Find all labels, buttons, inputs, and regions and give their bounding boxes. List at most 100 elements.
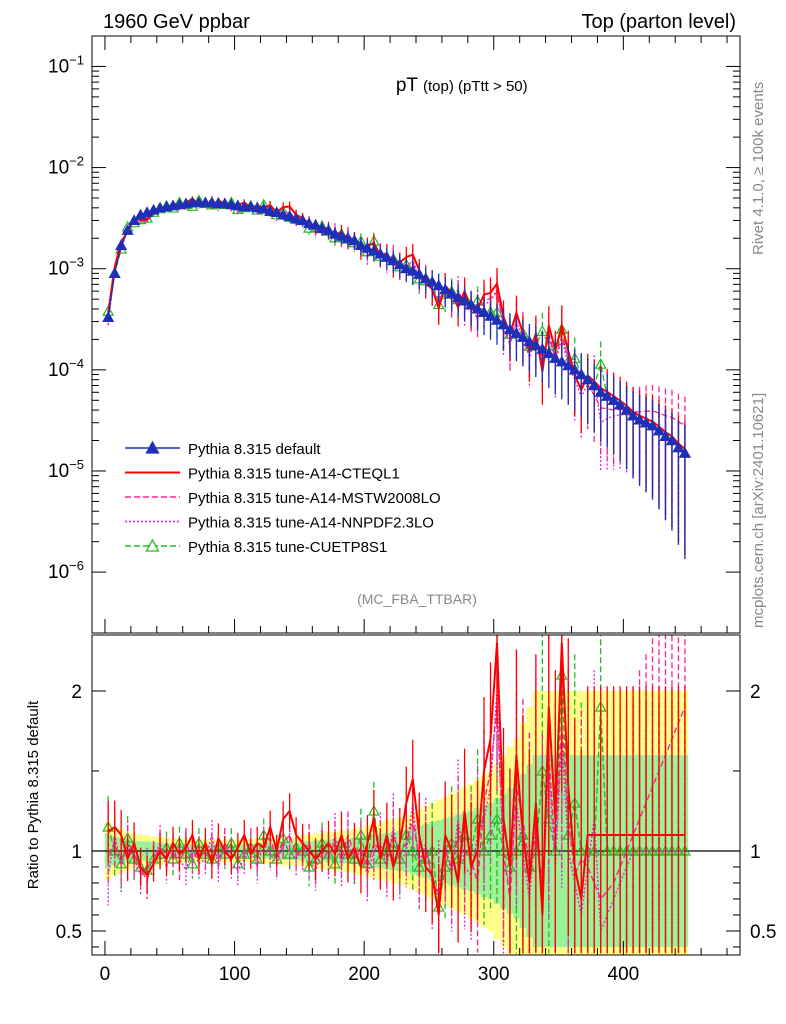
main-point-marker	[594, 386, 607, 397]
main-series-0	[102, 196, 691, 559]
ratio-y-tick-label-right: 0.5	[750, 922, 776, 943]
main-y-tick-label: 10−5	[48, 457, 84, 482]
main-y-tick-label: 10−1	[48, 52, 84, 77]
x-axis: 0 100 200 300 400	[100, 36, 728, 985]
main-point-marker	[380, 250, 393, 262]
main-point-marker	[115, 239, 128, 251]
main-point-marker	[503, 323, 516, 335]
legend: Pythia 8.315 default Pythia 8.315 tune-A1…	[125, 440, 441, 556]
main-point-marker	[471, 302, 484, 314]
main-point-marker	[465, 298, 478, 310]
ratio-point-marker	[303, 860, 316, 872]
ratio-y-axis-label: Ratio to Pythia 8.315 default	[25, 700, 42, 889]
mcplots-label: mcplots.cern.ch [arXiv:2401.10621]	[750, 393, 767, 628]
main-point-marker	[393, 258, 406, 270]
main-point-marker	[251, 201, 264, 213]
main-point-marker	[568, 363, 581, 375]
x-tick-label: 400	[608, 964, 640, 985]
main-point-marker	[257, 202, 270, 214]
main-point-marker	[406, 264, 419, 276]
legend-label: Pythia 8.315 tune-A14-MSTW2008LO	[188, 490, 441, 507]
main-point-marker	[529, 339, 542, 350]
x-tick-label: 0	[100, 964, 111, 985]
legend-label: Pythia 8.315 tune-A14-NNPDF2.3LO	[188, 515, 434, 532]
main-point-marker	[659, 430, 672, 441]
main-point-marker	[128, 214, 141, 226]
main-point-marker	[665, 434, 678, 446]
main-point-marker	[277, 208, 290, 220]
main-point-marker	[607, 394, 620, 405]
legend-marker	[145, 538, 160, 552]
legend-entry: Pythia 8.315 tune-A14-NNPDF2.3LO	[125, 515, 434, 532]
main-point-marker	[264, 205, 277, 216]
main-y-tick-label: 10−6	[48, 558, 84, 583]
main-point-marker	[270, 206, 283, 218]
main-point-marker	[510, 327, 523, 338]
ratio-series-line	[107, 642, 685, 916]
main-point-marker	[640, 416, 653, 428]
main-y-tick-label: 10−4	[48, 356, 84, 381]
main-point-marker	[367, 244, 380, 256]
main-point-marker	[581, 373, 594, 385]
main-point-marker	[478, 306, 491, 317]
main-point-marker	[523, 335, 536, 347]
main-point-marker	[678, 446, 691, 458]
ratio-series-line	[107, 706, 686, 901]
header-left-label: 1960 GeV ppbar	[103, 11, 250, 33]
ratio-y-axis: 0.5 0.5 1 1 2 2	[56, 682, 776, 948]
ratio-series-line	[107, 690, 685, 932]
main-point-marker	[309, 218, 322, 230]
ratio-data-marks	[92, 635, 740, 955]
x-tick-label: 200	[348, 964, 380, 985]
main-point-marker	[244, 200, 257, 212]
main-point-marker	[354, 239, 367, 251]
plot-title-main: pT	[396, 75, 419, 96]
ratio-y-tick-label-right: 1	[750, 842, 761, 863]
main-point-marker	[555, 355, 568, 367]
main-series-line	[107, 201, 686, 454]
main-point-marker	[400, 262, 413, 274]
main-point-marker	[542, 347, 555, 359]
main-point-marker	[614, 398, 627, 410]
header-right-label: Top (parton level)	[581, 11, 736, 33]
legend-label: Pythia 8.315 tune-A14-CTEQL1	[188, 466, 400, 483]
main-point-marker	[303, 217, 316, 229]
main-point-marker	[490, 313, 504, 325]
main-point-marker	[575, 368, 588, 380]
main-point-marker	[646, 419, 659, 431]
main-y-tick-label: 10−3	[48, 255, 84, 280]
main-point-marker	[588, 379, 601, 391]
main-point-marker	[374, 247, 387, 259]
main-point-marker	[549, 352, 562, 363]
main-point-marker	[387, 254, 400, 266]
main-point-marker	[484, 309, 497, 321]
ratio-point-marker	[490, 812, 504, 824]
main-point-marker	[296, 214, 309, 226]
plot-title-sub: (top) (pTtt > 50)	[423, 78, 528, 95]
main-point-marker	[633, 413, 646, 425]
main-point-marker	[290, 212, 303, 224]
main-point-marker	[432, 279, 445, 291]
main-point-marker	[620, 403, 633, 415]
ratio-panel: 0.5 0.5 1 1 2 2 0 100 200 300 400 Ratio to Pythia…	[25, 36, 776, 985]
main-point-marker	[322, 224, 335, 235]
main-point-marker	[328, 227, 342, 239]
legend-entry: Pythia 8.315 tune-A14-CTEQL1	[125, 466, 400, 483]
main-series-line	[107, 197, 686, 454]
main-point-marker	[348, 234, 361, 246]
main-point-marker	[601, 389, 614, 401]
main-point-marker	[205, 196, 218, 208]
main-point-marker	[316, 222, 329, 234]
main-point-marker	[218, 197, 231, 209]
rivet-version-label: Rivet 4.1.0, ≥ 100k events	[750, 82, 767, 255]
x-tick-label: 100	[219, 964, 251, 985]
ratio-y-tick-label-right: 2	[750, 682, 761, 703]
main-point-marker	[108, 267, 121, 278]
main-point-marker	[452, 291, 465, 303]
main-y-axis: 10−1 10−2 10−3 10−4 10−5 10−6	[48, 52, 740, 583]
legend-label: Pythia 8.315 tune-CUETP8S1	[188, 539, 387, 556]
main-point-marker	[652, 424, 666, 436]
main-data-marks	[102, 194, 691, 559]
main-point-marker	[672, 441, 685, 453]
